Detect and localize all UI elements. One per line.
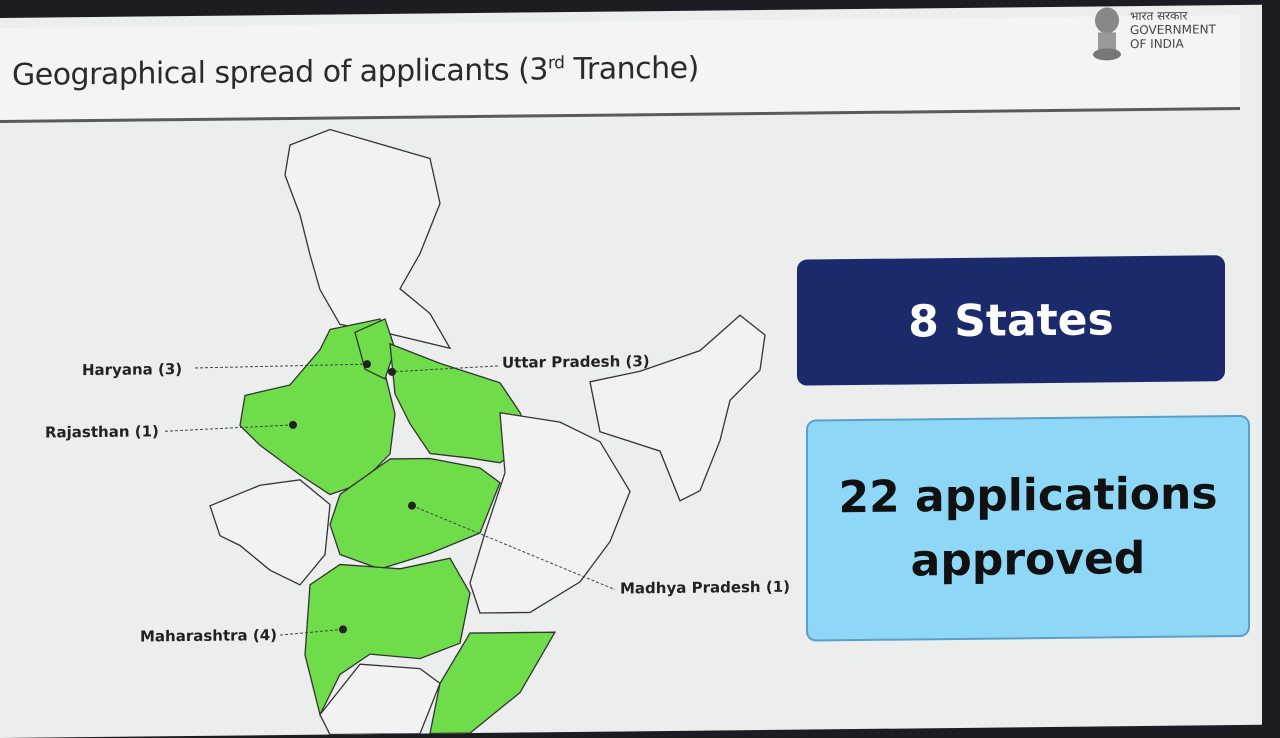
applications-status: approved bbox=[910, 533, 1146, 587]
map-region-south-east bbox=[429, 631, 557, 735]
logo-line2: OF INDIA bbox=[1130, 36, 1184, 52]
map-region-gujarat bbox=[209, 479, 331, 586]
title-text-end: Tranche) bbox=[564, 50, 699, 88]
india-map: Haryana (3) Rajasthan (1) Uttar Pradesh … bbox=[45, 128, 790, 736]
map-region-uttar-pradesh bbox=[389, 342, 531, 464]
slide-title: Geographical spread of applicants (3rd T… bbox=[12, 51, 699, 93]
map-region-rajasthan bbox=[239, 318, 396, 496]
label-maharashtra: Maharashtra (4) bbox=[140, 626, 277, 645]
label-uttar-pradesh: Uttar Pradesh (3) bbox=[502, 352, 650, 372]
logo-hindi-text: भारत सरकार bbox=[1130, 8, 1188, 24]
label-haryana: Haryana (3) bbox=[82, 360, 182, 379]
states-count-box: 8 States bbox=[797, 255, 1225, 386]
label-madhya-pradesh: Madhya Pradesh (1) bbox=[620, 578, 790, 598]
logo-line1: GOVERNMENT bbox=[1130, 22, 1216, 38]
map-region-northeast bbox=[589, 314, 766, 502]
label-rajasthan: Rajasthan (1) bbox=[45, 422, 159, 441]
states-count: 8 States bbox=[908, 293, 1114, 347]
presentation-slide: Geographical spread of applicants (3rd T… bbox=[0, 4, 1262, 738]
map-region-east bbox=[469, 411, 631, 614]
applications-box: 22 applications approved bbox=[806, 414, 1250, 642]
title-bar: Geographical spread of applicants (3rd T… bbox=[0, 7, 1240, 124]
government-of-india-logo: भारत सरकार GOVERNMENT OF INDIA bbox=[1090, 3, 1216, 74]
title-text: Geographical spread of applicants (3 bbox=[12, 52, 548, 93]
map-region-maharashtra bbox=[304, 557, 471, 717]
emblem-icon bbox=[1093, 7, 1121, 61]
map-region-madhya-pradesh bbox=[329, 457, 501, 570]
title-superscript: rd bbox=[547, 53, 565, 74]
map-region-north bbox=[284, 128, 452, 350]
applications-count: 22 applications bbox=[838, 468, 1218, 524]
